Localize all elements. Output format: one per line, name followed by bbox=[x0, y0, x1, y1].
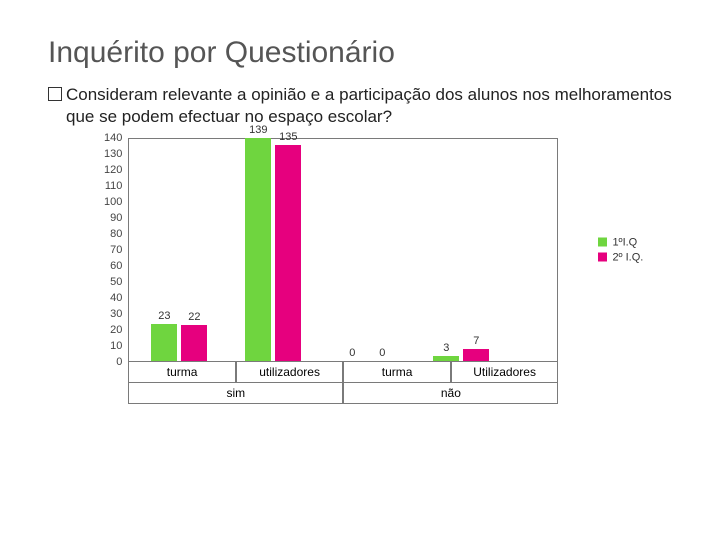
x-axis-main-row: simnão bbox=[128, 383, 558, 404]
body-text-row: Consideram relevante a opinião e a parti… bbox=[48, 84, 672, 128]
bar: 135 bbox=[275, 145, 301, 361]
legend-item: 2º I.Q. bbox=[598, 251, 643, 263]
legend-swatch-icon bbox=[598, 253, 607, 262]
y-tick-label: 80 bbox=[110, 227, 122, 241]
y-tick-label: 140 bbox=[104, 131, 122, 145]
x-sub-label: turma bbox=[343, 362, 451, 383]
bar: 139 bbox=[245, 138, 271, 360]
chart: 1401301201101009080706050403020100 23221… bbox=[104, 138, 654, 404]
legend-swatch-icon bbox=[598, 238, 607, 247]
bar-value-label: 139 bbox=[249, 124, 267, 136]
y-tick-label: 20 bbox=[110, 323, 122, 337]
bar: 3 bbox=[433, 356, 459, 361]
legend-label: 2º I.Q. bbox=[612, 251, 643, 263]
legend-item: 1ºI.Q bbox=[598, 236, 643, 248]
bar-value-label: 135 bbox=[279, 131, 297, 143]
x-main-label: não bbox=[343, 383, 558, 404]
bar: 23 bbox=[151, 324, 177, 361]
body-text: Consideram relevante a opinião e a parti… bbox=[66, 84, 672, 128]
y-tick-label: 50 bbox=[110, 275, 122, 289]
bar-value-label: 7 bbox=[473, 335, 479, 347]
y-tick-label: 0 bbox=[116, 355, 122, 369]
y-tick-label: 30 bbox=[110, 307, 122, 321]
y-tick-label: 70 bbox=[110, 243, 122, 257]
y-tick-label: 60 bbox=[110, 259, 122, 273]
legend-label: 1ºI.Q bbox=[612, 236, 637, 248]
bar: 22 bbox=[181, 325, 207, 360]
y-tick-label: 100 bbox=[104, 195, 122, 209]
slide: Inquérito por Questionário Consideram re… bbox=[0, 0, 720, 540]
bar-value-label: 23 bbox=[158, 310, 170, 322]
x-axis-sub-row: turmautilizadoresturmaUtilizadores bbox=[128, 362, 558, 383]
bar-value-label: 0 bbox=[349, 347, 355, 359]
y-tick-label: 10 bbox=[110, 339, 122, 353]
y-tick-label: 40 bbox=[110, 291, 122, 305]
bar-value-label: 3 bbox=[443, 342, 449, 354]
y-axis: 1401301201101009080706050403020100 bbox=[104, 138, 128, 362]
plot-area: 23221391350037 1ºI.Q2º I.Q. bbox=[128, 138, 558, 362]
bullet-icon bbox=[48, 87, 62, 101]
y-tick-label: 120 bbox=[104, 163, 122, 177]
bar: 7 bbox=[463, 349, 489, 360]
y-tick-label: 130 bbox=[104, 147, 122, 161]
bars-layer: 23221391350037 bbox=[129, 139, 557, 361]
x-sub-label: turma bbox=[128, 362, 236, 383]
bar-value-label: 0 bbox=[379, 347, 385, 359]
y-tick-label: 90 bbox=[110, 211, 122, 225]
legend: 1ºI.Q 2º I.Q. bbox=[598, 233, 643, 266]
x-sub-label: utilizadores bbox=[236, 362, 344, 383]
plot-row: 1401301201101009080706050403020100 23221… bbox=[104, 138, 654, 362]
x-main-label: sim bbox=[128, 383, 343, 404]
slide-title: Inquérito por Questionário bbox=[48, 36, 672, 70]
x-axis: turmautilizadoresturmaUtilizadoressimnão bbox=[128, 362, 558, 404]
y-tick-label: 110 bbox=[105, 179, 123, 193]
bar-value-label: 22 bbox=[188, 311, 200, 323]
x-sub-label: Utilizadores bbox=[451, 362, 559, 383]
